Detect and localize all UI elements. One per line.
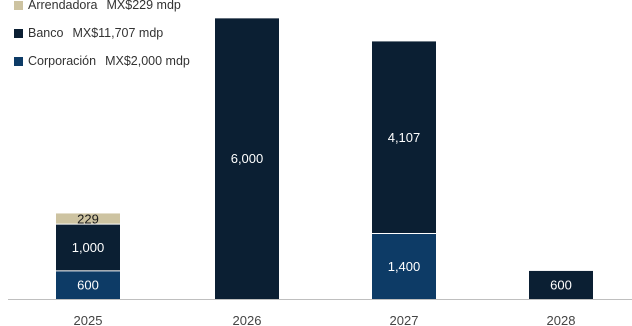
legend-swatch-arrendadora	[14, 0, 23, 10]
bar-banco-2027	[372, 41, 436, 234]
legend-swatch-banco	[14, 28, 23, 38]
x-tick-label-2028: 2028	[547, 313, 576, 326]
bar-arrendadora-2025	[56, 213, 120, 225]
bar-banco-2026	[215, 18, 279, 300]
legend-value-banco: MX$11,707 mdp	[72, 26, 164, 40]
bars-layer	[56, 18, 593, 300]
bar-banco-2028	[529, 270, 593, 299]
bar-value-label-banco-2028: 600	[550, 277, 572, 292]
x-tick-label-2027: 2027	[390, 313, 419, 326]
legend-item-arrendadora: Arrendadora MX$229 mdp	[14, 0, 274, 19]
bar-value-label-corporacion-2027: 1,400	[388, 259, 421, 274]
legend: Arrendadora MX$229 mdp Banco MX$11,707 m…	[14, 0, 274, 75]
legend-label-arrendadora: Arrendadora	[28, 0, 98, 12]
legend-swatch-corporacion	[14, 56, 23, 66]
bar-value-label-banco-2027: 4,107	[388, 130, 421, 145]
legend-value-corporacion: MX$2,000 mdp	[105, 54, 190, 68]
bar-labels-layer: 600 1,000 229 6,000 1,400 4,107 600	[72, 130, 572, 293]
legend-item-banco: Banco MX$11,707 mdp	[14, 19, 274, 47]
bar-value-label-corporacion-2025: 600	[77, 277, 99, 292]
bar-banco-2025	[56, 224, 120, 271]
legend-item-corporacion: Corporación MX$2,000 mdp	[14, 47, 274, 75]
bar-value-label-banco-2025: 1,000	[72, 240, 105, 255]
bar-corporacion-2025	[56, 270, 120, 299]
bar-corporacion-2027	[372, 233, 436, 299]
bar-value-label-arrendadora-2025: 229	[77, 211, 99, 226]
x-tick-labels: 2025 2026 2027 2028	[74, 313, 576, 326]
bar-value-label-banco-2026: 6,000	[231, 151, 264, 166]
legend-label-corporacion: Corporación	[28, 54, 97, 68]
legend-value-arrendadora: MX$229 mdp	[106, 0, 181, 12]
x-tick-label-2026: 2026	[233, 313, 262, 326]
x-tick-label-2025: 2025	[74, 313, 103, 326]
legend-label-banco: Banco	[28, 26, 64, 40]
